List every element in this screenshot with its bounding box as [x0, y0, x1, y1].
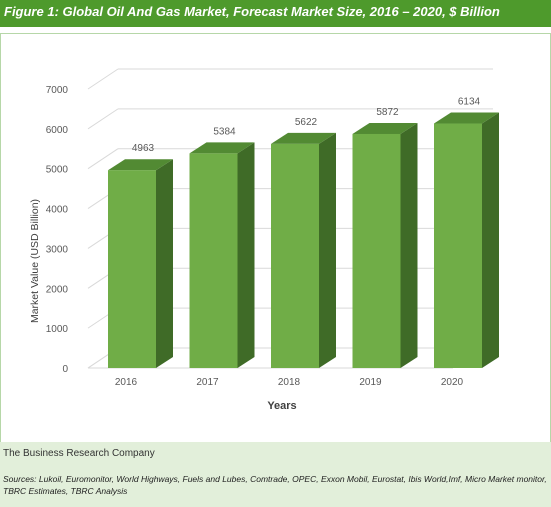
x-tick-label: 2016 — [115, 377, 138, 388]
bar-side — [319, 132, 336, 368]
bar-side — [156, 159, 173, 368]
gridline-depth — [87, 148, 119, 170]
y-tick-label: 1000 — [46, 324, 69, 335]
data-label: 5384 — [213, 126, 236, 137]
data-label: 4963 — [132, 143, 155, 154]
market-size-chart: 0 1000 2000 3000 4000 5000 6000 7000 4963 5384 56… — [29, 68, 499, 412]
y-axis-ticks: 0 1000 2000 3000 4000 5000 6000 7000 — [46, 85, 69, 375]
data-label: 5622 — [295, 117, 318, 128]
x-axis-title: Years — [267, 400, 296, 412]
y-tick-label: 5000 — [46, 165, 69, 176]
bar — [108, 170, 156, 368]
y-tick-label: 3000 — [46, 244, 69, 255]
data-labels: 4963 5384 5622 5872 6134 — [132, 97, 481, 155]
data-label: 6134 — [458, 97, 481, 108]
y-tick-label: 0 — [62, 364, 68, 375]
y-tick-label: 2000 — [46, 284, 69, 295]
y-tick-label: 7000 — [46, 85, 69, 96]
bar — [434, 123, 482, 368]
y-tick-label: 4000 — [46, 205, 69, 216]
x-axis-ticks: 2016 2017 2018 2019 2020 — [115, 377, 464, 388]
y-axis-title: Market Value (USD Billion) — [29, 199, 41, 323]
x-tick-label: 2019 — [359, 377, 382, 388]
bar-side — [237, 142, 255, 368]
bar-top — [108, 159, 173, 171]
y-tick-label: 6000 — [46, 125, 69, 136]
bar-top — [271, 132, 336, 144]
bar-top — [434, 112, 499, 124]
x-tick-label: 2018 — [278, 377, 301, 388]
bar — [189, 153, 238, 368]
bar — [352, 133, 401, 368]
figure-title: Figure 1: Global Oil And Gas Market, For… — [4, 4, 500, 19]
x-tick-label: 2017 — [196, 377, 219, 388]
x-tick-label: 2020 — [441, 377, 464, 388]
bars — [108, 112, 499, 368]
sources-note: Sources: Lukoil, Euromonitor, World High… — [3, 474, 547, 496]
footer — [0, 442, 551, 507]
gridline-depth — [87, 108, 119, 130]
bar-top — [352, 122, 418, 134]
gridline-depth — [87, 68, 119, 90]
bar — [271, 143, 319, 368]
data-label: 5872 — [376, 107, 399, 118]
bar-side — [400, 122, 418, 368]
bar-side — [482, 112, 499, 368]
figure-title-bar: Figure 1: Global Oil And Gas Market, For… — [0, 0, 551, 27]
bar-top — [189, 142, 255, 154]
company-name: The Business Research Company — [3, 448, 155, 459]
